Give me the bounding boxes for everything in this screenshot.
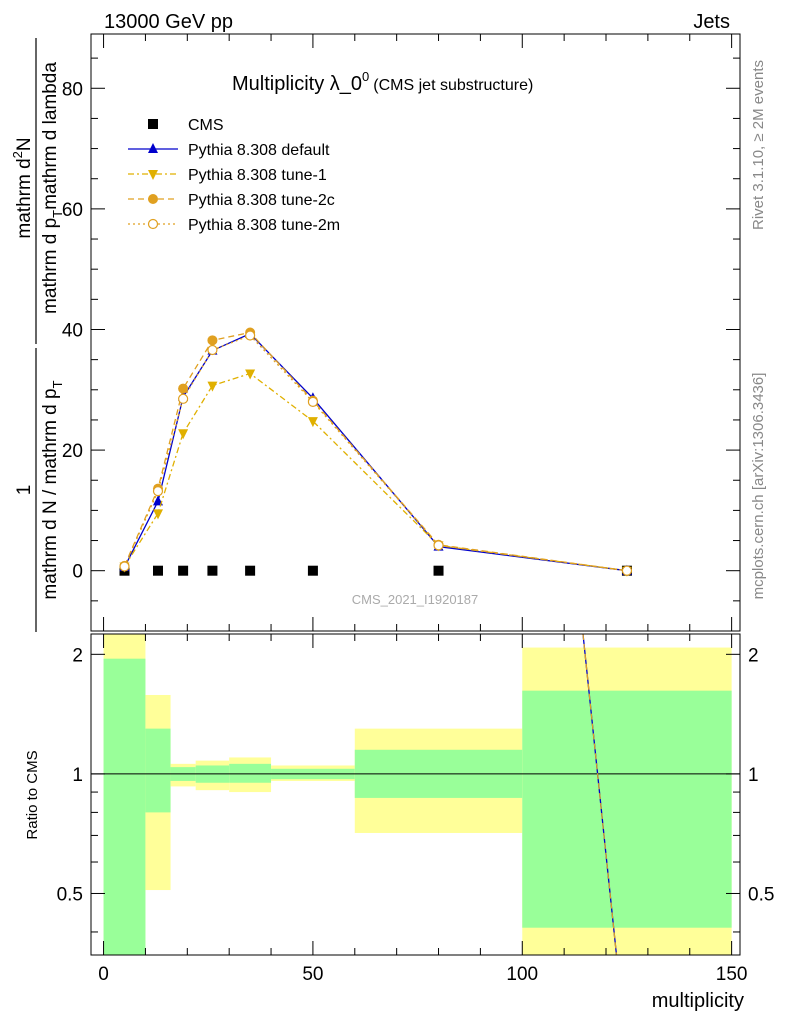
main-ytick-label: 40 — [62, 320, 83, 341]
ratio-ytick-label-left: 1 — [72, 765, 83, 786]
legend-entry: Pythia 8.308 default — [128, 142, 330, 159]
xtick-label: 150 — [716, 964, 748, 985]
data-point — [433, 565, 444, 576]
chart-title: Multiplicity λ_00 (CMS jet substructure) — [232, 69, 533, 95]
main-ytick-label: 60 — [62, 200, 83, 221]
ratio-band-green — [229, 763, 272, 783]
legend-marker-swatch — [148, 170, 158, 180]
ratio-ytick-label-right: 1 — [748, 765, 759, 786]
legend-marker-swatch — [148, 119, 158, 129]
data-point — [307, 417, 318, 428]
data-point — [307, 396, 319, 407]
ylabel-denominator-2-sub: T — [50, 210, 65, 218]
data-point — [245, 369, 256, 380]
data-point — [245, 330, 256, 341]
data-point — [178, 393, 189, 404]
ylabel-numerator-2: mathrm d2N — [10, 137, 35, 238]
data-point — [307, 565, 318, 576]
data-point — [207, 335, 218, 346]
rivet-version-label: Rivet 3.1.10, ≥ 2M events — [750, 60, 767, 230]
header-process-label: Jets — [693, 11, 730, 33]
ylabel-denominator-2-end: mathrm d lambda — [40, 62, 61, 210]
legend-marker-swatch — [148, 143, 158, 153]
legend-label: Pythia 8.308 default — [188, 142, 330, 159]
data-point — [152, 485, 164, 497]
legend-entry: CMS — [148, 117, 224, 134]
series-line — [123, 331, 628, 572]
header-energy-label: 13000 GeV pp — [104, 11, 233, 33]
legend-label: Pythia 8.308 tune-1 — [188, 167, 327, 184]
ratio-line-tunes — [582, 634, 618, 955]
mcplots-credit-label: mcplots.cern.ch [arXiv:1306.3436] — [750, 373, 767, 600]
data-point — [245, 565, 256, 576]
data-point — [152, 495, 163, 506]
data-point — [152, 565, 163, 576]
ylabel-denominator-1-sub: T — [50, 380, 65, 388]
series-cms — [119, 565, 632, 576]
ratio-ytick-label-left: 2 — [72, 645, 83, 666]
chart-title-superscript: 0 — [362, 69, 369, 84]
data-point — [207, 381, 218, 392]
data-point — [207, 565, 218, 576]
legend-entry: Pythia 8.308 tune-1 — [128, 167, 327, 184]
ylabel-numerator-2-end: N — [14, 137, 35, 151]
data-point — [178, 429, 189, 440]
main-ytick-label: 80 — [62, 79, 83, 100]
legend-marker-swatch — [148, 194, 158, 204]
data-point — [119, 561, 130, 572]
ratio-ytick-label-right: 0.5 — [748, 884, 774, 905]
ylabel-denominator-1-main: mathrm d N / mathrm d p — [40, 388, 61, 599]
analysis-watermark: CMS_2021_I1920187 — [352, 592, 479, 607]
chart-title-paren: (CMS jet substructure) — [373, 77, 533, 94]
series-pythia-8-308-tune-2m — [119, 330, 633, 576]
ratio-ytick-label-right: 2 — [748, 645, 759, 666]
ylabel-numerator-1: 1 — [14, 485, 35, 496]
ratio-axes: 0.5 0.5 1 1 2 2 0 50 100 150 — [57, 634, 774, 985]
data-point — [178, 565, 189, 576]
series-line — [123, 332, 628, 572]
main-ytick-label: 0 — [72, 562, 83, 583]
data-point — [207, 344, 218, 356]
ratio-band-green — [145, 728, 171, 813]
ratio-panel: 0.5 0.5 1 1 2 2 0 50 100 150 Ratio to CMS multipl… — [24, 633, 774, 1012]
main-axes: 0 20 40 60 80 — [62, 34, 740, 632]
xtick-label: 50 — [302, 964, 323, 985]
main-series — [119, 327, 633, 577]
ratio-ylabel: Ratio to CMS — [24, 750, 41, 839]
data-point — [621, 565, 633, 576]
series-pythia-8-308-default — [119, 327, 632, 575]
main-ytick-label: 20 — [62, 441, 83, 462]
ratio-bands — [103, 634, 732, 955]
ylabel-denominator-1: mathrm d N / mathrm d pT — [40, 380, 65, 599]
legend: CMS Pythia 8.308 default Pythia 8.308 tune… — [128, 117, 340, 234]
chart-title-main: Multiplicity λ_0 — [232, 73, 362, 95]
data-point — [178, 383, 189, 394]
ratio-band-green — [103, 658, 146, 955]
legend-label: Pythia 8.308 tune-2m — [188, 217, 340, 234]
ylabel-numerator-2-sup: 2 — [10, 151, 25, 158]
series-pythia-8-308-tune-2c — [119, 327, 632, 576]
ratio-ytick-label-left: 0.5 — [57, 884, 83, 905]
main-ylabel: 1 mathrm d N / mathrm d pT mathrm d2N ma… — [10, 38, 65, 632]
xaxis-label: multiplicity — [652, 990, 744, 1012]
legend-label: CMS — [188, 117, 224, 134]
ylabel-denominator-2: mathrm d pTmathrm d lambda — [40, 62, 65, 314]
ratio-lines — [91, 634, 740, 955]
data-point — [152, 509, 163, 520]
xtick-label: 100 — [506, 964, 538, 985]
legend-entry: Pythia 8.308 tune-2c — [128, 192, 335, 209]
data-point — [433, 540, 444, 551]
legend-marker-swatch — [147, 218, 159, 230]
ratio-panel-frame — [90, 633, 741, 956]
series-line — [123, 334, 628, 572]
ratio-band-green — [522, 690, 732, 928]
ylabel-denominator-2-main: mathrm d p — [40, 218, 61, 314]
ylabel-numerator-2-main: mathrm d — [14, 158, 35, 238]
legend-entry: Pythia 8.308 tune-2m — [128, 217, 340, 234]
legend-label: Pythia 8.308 tune-2c — [188, 192, 335, 209]
xtick-label: 0 — [98, 964, 109, 985]
main-panel-frame — [90, 33, 741, 632]
